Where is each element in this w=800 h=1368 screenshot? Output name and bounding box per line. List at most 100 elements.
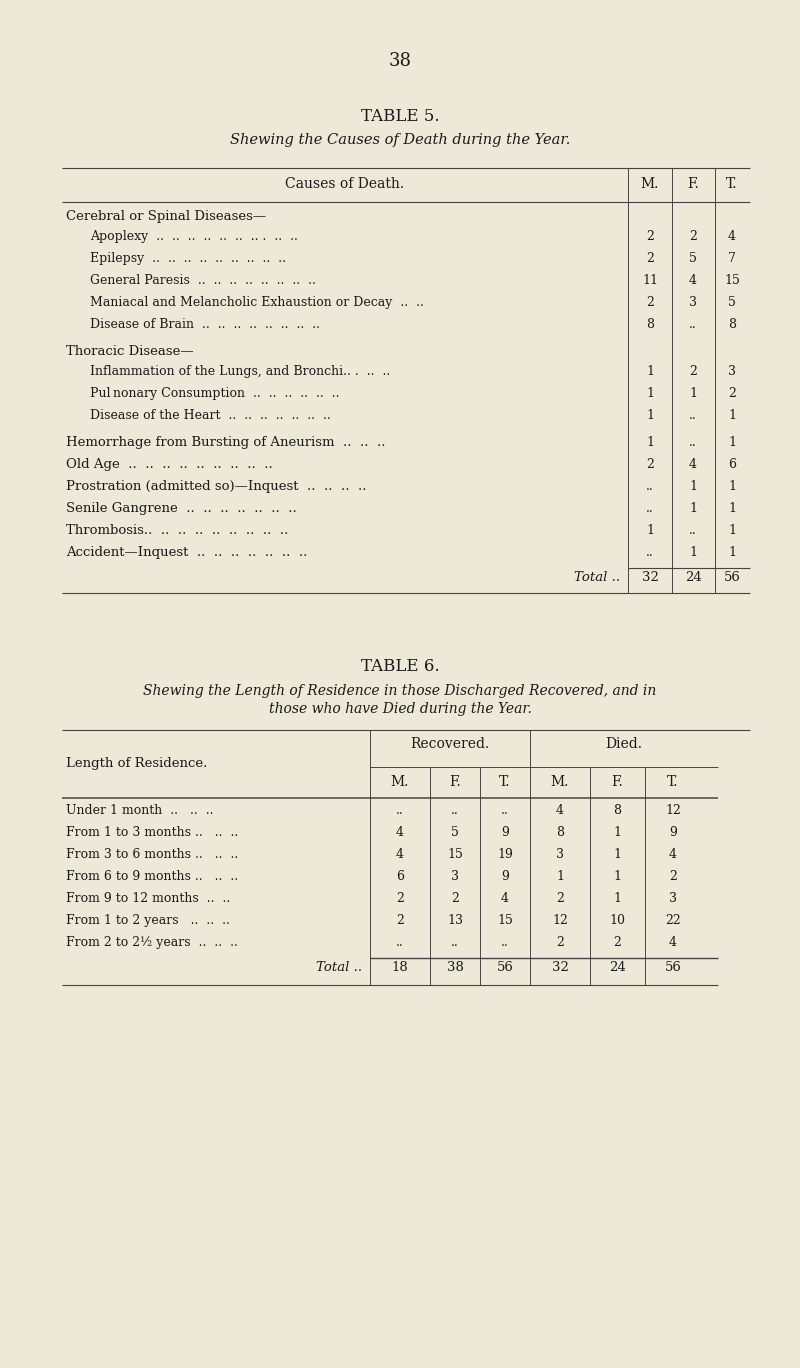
- Text: ..: ..: [501, 936, 509, 949]
- Text: ..: ..: [646, 480, 654, 492]
- Text: F.: F.: [687, 176, 699, 192]
- Text: Disease of Brain  ..  ..  ..  ..  ..  ..  ..  ..: Disease of Brain .. .. .. .. .. .. .. ..: [90, 317, 320, 331]
- Text: Accident—Inquest  ..  ..  ..  ..  ..  ..  ..: Accident—Inquest .. .. .. .. .. .. ..: [66, 546, 307, 560]
- Text: 2: 2: [646, 295, 654, 309]
- Text: 3: 3: [728, 365, 736, 378]
- Text: M.: M.: [641, 176, 659, 192]
- Text: Recovered.: Recovered.: [410, 737, 490, 751]
- Text: 18: 18: [392, 960, 408, 974]
- Text: 32: 32: [642, 570, 658, 584]
- Text: F.: F.: [449, 776, 461, 789]
- Text: 1: 1: [646, 436, 654, 449]
- Text: 56: 56: [723, 570, 741, 584]
- Text: 4: 4: [689, 274, 697, 287]
- Text: 3: 3: [669, 892, 677, 906]
- Text: 3: 3: [451, 870, 459, 882]
- Text: Under 1 month  ..   ..  ..: Under 1 month .. .. ..: [66, 804, 214, 817]
- Text: 38: 38: [446, 960, 463, 974]
- Text: 4: 4: [501, 892, 509, 906]
- Text: 2: 2: [613, 936, 621, 949]
- Text: Shewing the Causes of Death during the Year.: Shewing the Causes of Death during the Y…: [230, 133, 570, 146]
- Text: 1: 1: [613, 892, 621, 906]
- Text: TABLE 5.: TABLE 5.: [361, 108, 439, 124]
- Text: 2: 2: [689, 230, 697, 244]
- Text: Total ..: Total ..: [574, 570, 620, 584]
- Text: Maniacal and Melancholic Exhaustion or Decay  ..  ..: Maniacal and Melancholic Exhaustion or D…: [90, 295, 424, 309]
- Text: 9: 9: [501, 826, 509, 839]
- Text: Apoplexy  ..  ..  ..  ..  ..  ..  .. .  ..  ..: Apoplexy .. .. .. .. .. .. .. . .. ..: [90, 230, 298, 244]
- Text: 1: 1: [689, 502, 697, 514]
- Text: ..: ..: [689, 317, 697, 331]
- Text: 1: 1: [728, 502, 736, 514]
- Text: 2: 2: [689, 365, 697, 378]
- Text: 1: 1: [689, 387, 697, 399]
- Text: 6: 6: [396, 870, 404, 882]
- Text: ..: ..: [396, 804, 404, 817]
- Text: From 1 to 2 years   ..  ..  ..: From 1 to 2 years .. .. ..: [66, 914, 230, 928]
- Text: 9: 9: [669, 826, 677, 839]
- Text: TABLE 6.: TABLE 6.: [361, 658, 439, 674]
- Text: 1: 1: [646, 409, 654, 421]
- Text: 4: 4: [556, 804, 564, 817]
- Text: 4: 4: [728, 230, 736, 244]
- Text: 19: 19: [497, 848, 513, 860]
- Text: 2: 2: [556, 892, 564, 906]
- Text: 56: 56: [665, 960, 682, 974]
- Text: 4: 4: [669, 848, 677, 860]
- Text: Disease of the Heart  ..  ..  ..  ..  ..  ..  ..: Disease of the Heart .. .. .. .. .. .. .…: [90, 409, 330, 421]
- Text: 24: 24: [609, 960, 626, 974]
- Text: 4: 4: [396, 826, 404, 839]
- Text: ..: ..: [646, 502, 654, 514]
- Text: 5: 5: [728, 295, 736, 309]
- Text: M.: M.: [391, 776, 409, 789]
- Text: 10: 10: [609, 914, 625, 928]
- Text: Inflammation of the Lungs, and Bronchi.. .  ..  ..: Inflammation of the Lungs, and Bronchi..…: [90, 365, 390, 378]
- Text: 4: 4: [669, 936, 677, 949]
- Text: Prostration (admitted so)—Inquest  ..  ..  ..  ..: Prostration (admitted so)—Inquest .. .. …: [66, 480, 366, 492]
- Text: General Paresis  ..  ..  ..  ..  ..  ..  ..  ..: General Paresis .. .. .. .. .. .. .. ..: [90, 274, 316, 287]
- Text: 15: 15: [497, 914, 513, 928]
- Text: 5: 5: [689, 252, 697, 265]
- Text: Old Age  ..  ..  ..  ..  ..  ..  ..  ..  ..: Old Age .. .. .. .. .. .. .. .. ..: [66, 458, 273, 471]
- Text: 5: 5: [451, 826, 459, 839]
- Text: ..: ..: [396, 936, 404, 949]
- Text: 2: 2: [556, 936, 564, 949]
- Text: 2: 2: [646, 458, 654, 471]
- Text: 56: 56: [497, 960, 514, 974]
- Text: 3: 3: [556, 848, 564, 860]
- Text: 1: 1: [646, 524, 654, 538]
- Text: Total ..: Total ..: [316, 960, 362, 974]
- Text: 1: 1: [613, 870, 621, 882]
- Text: 8: 8: [613, 804, 621, 817]
- Text: 24: 24: [685, 570, 702, 584]
- Text: 15: 15: [724, 274, 740, 287]
- Text: Thrombosis..  ..  ..  ..  ..  ..  ..  ..  ..: Thrombosis.. .. .. .. .. .. .. .. ..: [66, 524, 288, 538]
- Text: 2: 2: [646, 252, 654, 265]
- Text: 1: 1: [646, 387, 654, 399]
- Text: T.: T.: [667, 776, 678, 789]
- Text: 9: 9: [501, 870, 509, 882]
- Text: 2: 2: [396, 892, 404, 906]
- Text: ..: ..: [501, 804, 509, 817]
- Text: 1: 1: [689, 546, 697, 560]
- Text: 2: 2: [396, 914, 404, 928]
- Text: Thoracic Disease—: Thoracic Disease—: [66, 345, 194, 358]
- Text: 32: 32: [551, 960, 569, 974]
- Text: 8: 8: [556, 826, 564, 839]
- Text: 6: 6: [728, 458, 736, 471]
- Text: 15: 15: [447, 848, 463, 860]
- Text: T.: T.: [499, 776, 510, 789]
- Text: Cerebral or Spinal Diseases—: Cerebral or Spinal Diseases—: [66, 211, 266, 223]
- Text: 4: 4: [689, 458, 697, 471]
- Text: Shewing the Length of Residence in those Discharged Recovered, and in: Shewing the Length of Residence in those…: [143, 684, 657, 698]
- Text: Hemorrhage from Bursting of Aneurism  ..  ..  ..: Hemorrhage from Bursting of Aneurism .. …: [66, 436, 386, 449]
- Text: 7: 7: [728, 252, 736, 265]
- Text: Causes of Death.: Causes of Death.: [286, 176, 405, 192]
- Text: 22: 22: [665, 914, 681, 928]
- Text: ..: ..: [689, 409, 697, 421]
- Text: 3: 3: [689, 295, 697, 309]
- Text: 1: 1: [728, 436, 736, 449]
- Text: 4: 4: [396, 848, 404, 860]
- Text: T.: T.: [726, 176, 738, 192]
- Text: 1: 1: [728, 480, 736, 492]
